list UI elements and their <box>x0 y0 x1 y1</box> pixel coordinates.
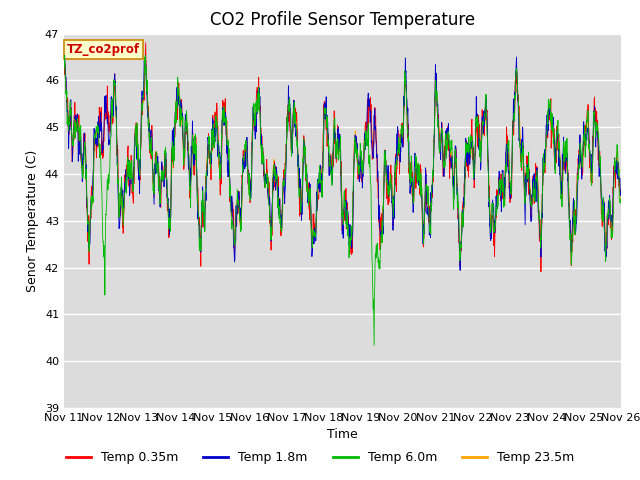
Text: TZ_co2prof: TZ_co2prof <box>67 43 140 56</box>
X-axis label: Time: Time <box>327 429 358 442</box>
Title: CO2 Profile Sensor Temperature: CO2 Profile Sensor Temperature <box>210 11 475 29</box>
Legend: Temp 0.35m, Temp 1.8m, Temp 6.0m, Temp 23.5m: Temp 0.35m, Temp 1.8m, Temp 6.0m, Temp 2… <box>61 446 579 469</box>
Y-axis label: Senor Temperature (C): Senor Temperature (C) <box>26 150 39 292</box>
